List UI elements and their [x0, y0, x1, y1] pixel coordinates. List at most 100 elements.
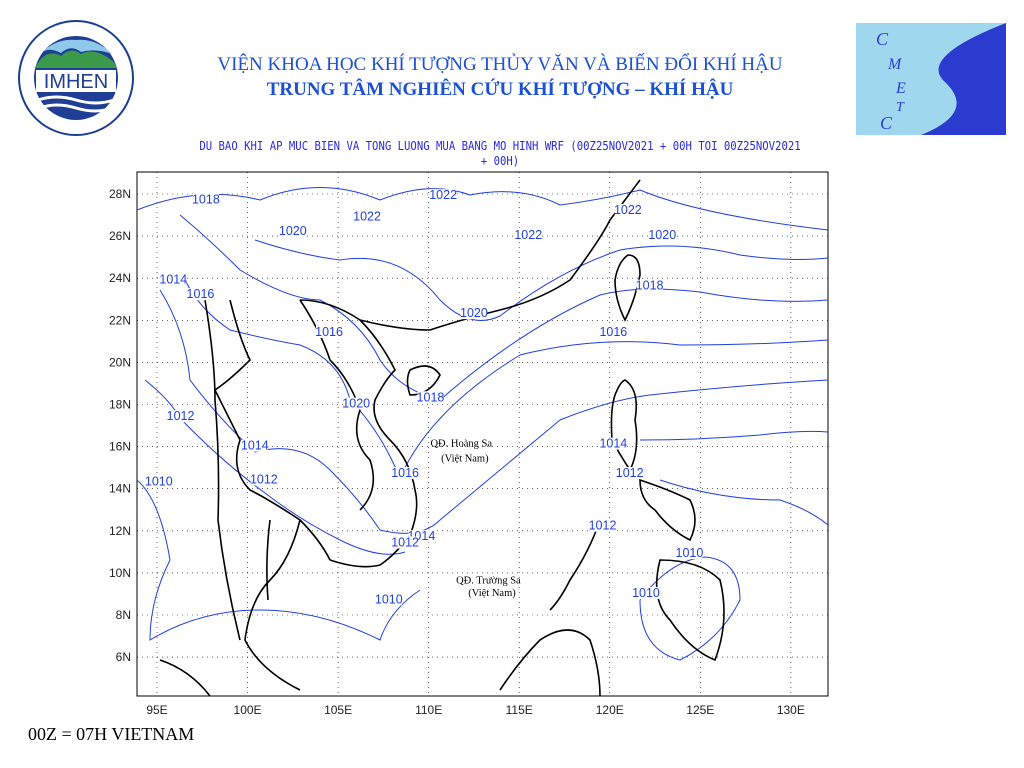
- isobar-label-bg: [515, 229, 542, 242]
- lon-tick-100E: 100E: [234, 703, 262, 717]
- isobar-label-bg: [250, 473, 277, 486]
- lon-tick-95E: 95E: [146, 703, 167, 717]
- lon-tick-105E: 105E: [324, 703, 352, 717]
- isobar-label: 1012: [391, 536, 419, 550]
- coast-luzon: [610, 379, 638, 472]
- isobar-label: 1018: [417, 390, 445, 404]
- isobar-label-bg: [167, 410, 194, 423]
- isobar-label-bg: [600, 437, 627, 450]
- lat-tick-6N: 6N: [116, 650, 131, 664]
- isobar-label: 1022: [514, 228, 542, 242]
- isobar-label-bg: [600, 326, 627, 339]
- svg-text:C: C: [876, 29, 889, 49]
- isobar-label-bg: [430, 189, 457, 202]
- isobar-label: 1012: [167, 409, 195, 423]
- isobar-label-bg: [649, 229, 676, 242]
- isobar-label: 1020: [460, 306, 488, 320]
- lat-tick-12N: 12N: [109, 524, 131, 538]
- lon-tick-125E: 125E: [686, 703, 714, 717]
- isobar-1012-east: [639, 430, 829, 441]
- isobar-label: 1022: [429, 188, 457, 202]
- isobar-label-bg: [375, 593, 402, 606]
- isobar-label: 1010: [375, 592, 403, 606]
- lat-tick-14N: 14N: [109, 482, 131, 496]
- coast-vietnam: [329, 319, 418, 568]
- isobar-label-bg: [676, 547, 703, 560]
- isobar-label-bg: [279, 224, 306, 237]
- isobar-label: 1020: [342, 397, 370, 411]
- lon-tick-130E: 130E: [777, 703, 805, 717]
- lat-tick-10N: 10N: [109, 566, 131, 580]
- isobar-label-bg: [392, 536, 419, 549]
- isobar-label: 1014: [599, 437, 627, 451]
- coast-china: [299, 179, 641, 331]
- isobar-label-bg: [589, 519, 616, 532]
- lat-tick-16N: 16N: [109, 440, 131, 454]
- coast-sumatra: [159, 659, 211, 697]
- isobar-label-bg: [616, 467, 643, 480]
- isobar-1020: [254, 239, 829, 321]
- isobar-label-bg: [343, 397, 370, 410]
- place-label: QĐ. Trường Sa: [456, 575, 521, 586]
- isobar-label: 1020: [279, 224, 307, 238]
- lat-tick-24N: 24N: [109, 271, 131, 285]
- isobar-label: 1012: [589, 519, 617, 533]
- isobar-label: 1020: [648, 228, 676, 242]
- border-thailand: [213, 299, 301, 691]
- svg-text:E: E: [895, 80, 906, 97]
- isobar-label: 1016: [391, 466, 419, 480]
- isobar-label: 1018: [192, 192, 220, 206]
- isobar-label: 1018: [636, 279, 664, 293]
- svg-text:IMHEN: IMHEN: [44, 71, 108, 93]
- lon-tick-110E: 110E: [415, 703, 442, 717]
- institute-name: VIỆN KHOA HỌC KHÍ TƯỢNG THỦY VĂN VÀ BIẾN…: [217, 54, 783, 75]
- coast-taiwan: [614, 254, 641, 322]
- border-vietnam-laos: [299, 299, 375, 511]
- lat-tick-8N: 8N: [116, 608, 131, 622]
- lat-tick-18N: 18N: [109, 398, 131, 412]
- isobar-1022: [136, 187, 829, 231]
- place-label: (Việt Nam): [441, 453, 489, 464]
- coast-myanmar: [204, 299, 241, 641]
- isobar-label: 1014: [159, 272, 187, 286]
- isobar-label-bg: [460, 307, 487, 320]
- lat-tick-26N: 26N: [109, 229, 131, 243]
- isobar-label-bg: [354, 210, 381, 223]
- isobar-1014: [159, 289, 829, 534]
- center-name: TRUNG TÂM NGHIÊN CỨU KHÍ TƯỢNG – KHÍ HẬU: [266, 79, 734, 100]
- coast-borneo: [499, 629, 601, 697]
- coast-hainan: [406, 365, 441, 396]
- isobar-label-bg: [417, 391, 444, 404]
- isobar-label-bg: [392, 467, 419, 480]
- isobar-label-bg: [145, 475, 172, 488]
- isobar-label: 1016: [187, 287, 215, 301]
- isobar-label-bg: [614, 203, 641, 216]
- lon-tick-120E: 120E: [596, 703, 624, 717]
- place-labels: QĐ. Hoàng Sa (Việt Nam) QĐ. Trường Sa (Việt…: [430, 439, 521, 599]
- isobar-label-bg: [316, 326, 343, 339]
- timezone-note: 00Z = 07H VIETNAM: [28, 724, 195, 744]
- isobar-label: 1022: [614, 203, 642, 217]
- isobar-1010-east: [659, 479, 829, 526]
- isobar-label-bg: [632, 587, 659, 600]
- graticule: 95E 100E 105E 110E 115E 120E 125E 130E 6N 8N 10N 12…: [109, 172, 828, 717]
- svg-text:T: T: [896, 100, 905, 115]
- isobar-label: 1016: [315, 325, 343, 339]
- isobar-label: 1022: [353, 209, 381, 223]
- cmetc-logo: C M E T C: [856, 23, 1006, 135]
- isobar-label: 1014: [241, 439, 269, 453]
- isobar-label-bg: [187, 288, 214, 301]
- lat-tick-22N: 22N: [109, 313, 131, 327]
- isobar-1010: [136, 479, 421, 641]
- isobar-label: 1010: [632, 586, 660, 600]
- svg-text:C: C: [880, 113, 893, 133]
- lat-tick-28N: 28N: [109, 187, 131, 201]
- isobar-label-bg: [636, 279, 663, 292]
- isobar-label-bg: [160, 273, 187, 286]
- coast-gulf-thailand: [266, 519, 331, 601]
- isobar-label: 1012: [616, 466, 644, 480]
- isobar-label: 1012: [250, 472, 278, 486]
- lon-tick-115E: 115E: [506, 703, 533, 717]
